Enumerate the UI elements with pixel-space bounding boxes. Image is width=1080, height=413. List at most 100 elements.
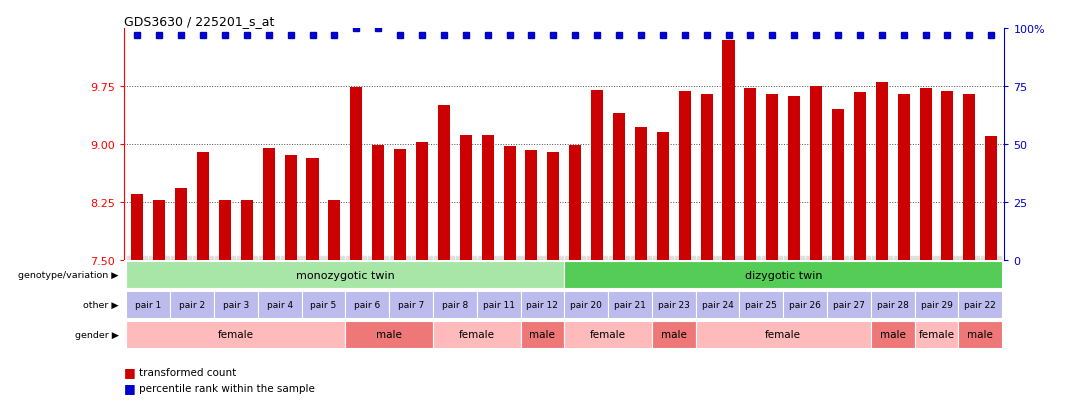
Bar: [767, 95, 779, 260]
Text: pair 21: pair 21: [615, 300, 646, 309]
Text: male: male: [661, 330, 687, 339]
Bar: [958, 291, 1002, 318]
Bar: [827, 291, 870, 318]
Bar: [476, 291, 521, 318]
Bar: [783, 291, 827, 318]
Bar: [985, 137, 997, 260]
Bar: [153, 201, 165, 260]
Text: female: female: [918, 330, 955, 339]
Bar: [915, 291, 958, 318]
Bar: [564, 321, 652, 348]
Bar: [350, 88, 362, 260]
Bar: [126, 321, 346, 348]
Text: monozygotic twin: monozygotic twin: [296, 270, 394, 280]
Bar: [307, 159, 319, 260]
Bar: [433, 291, 476, 318]
Text: pair 3: pair 3: [222, 300, 249, 309]
Bar: [346, 321, 433, 348]
Bar: [942, 92, 954, 260]
Text: pair 26: pair 26: [789, 300, 821, 309]
Bar: [482, 135, 494, 260]
Bar: [744, 89, 756, 260]
Bar: [635, 128, 647, 260]
Bar: [854, 93, 866, 260]
Bar: [175, 188, 187, 260]
Text: pair 7: pair 7: [397, 300, 424, 309]
Text: pair 24: pair 24: [702, 300, 733, 309]
Bar: [963, 95, 975, 260]
Bar: [652, 291, 696, 318]
Bar: [526, 151, 538, 260]
Text: female: female: [459, 330, 495, 339]
Bar: [219, 201, 231, 260]
Bar: [460, 135, 472, 260]
Text: female: female: [218, 330, 254, 339]
Bar: [915, 321, 958, 348]
Bar: [346, 291, 389, 318]
Bar: [285, 156, 297, 260]
Bar: [394, 150, 406, 260]
Bar: [241, 201, 253, 260]
Text: pair 4: pair 4: [267, 300, 293, 309]
Bar: [126, 261, 564, 289]
Text: pair 8: pair 8: [442, 300, 468, 309]
Text: male: male: [376, 330, 402, 339]
Bar: [788, 97, 800, 260]
Text: genotype/variation ▶: genotype/variation ▶: [18, 271, 119, 280]
Text: pair 28: pair 28: [877, 300, 908, 309]
Text: pair 2: pair 2: [179, 300, 205, 309]
Bar: [696, 291, 740, 318]
Text: transformed count: transformed count: [139, 367, 237, 377]
Bar: [389, 291, 433, 318]
Bar: [214, 291, 258, 318]
Text: female: female: [590, 330, 626, 339]
Bar: [171, 291, 214, 318]
Bar: [591, 90, 603, 260]
Text: pair 12: pair 12: [526, 300, 558, 309]
Bar: [810, 87, 822, 260]
Text: GDS3630 / 225201_s_at: GDS3630 / 225201_s_at: [124, 15, 274, 28]
Bar: [832, 110, 843, 260]
Bar: [437, 106, 450, 260]
Text: pair 20: pair 20: [570, 300, 603, 309]
Bar: [740, 291, 783, 318]
Text: pair 1: pair 1: [135, 300, 161, 309]
Bar: [564, 291, 608, 318]
Text: ■: ■: [124, 366, 136, 379]
Text: pair 29: pair 29: [920, 300, 953, 309]
Bar: [870, 291, 915, 318]
Text: pair 6: pair 6: [354, 300, 380, 309]
Bar: [262, 148, 274, 260]
Bar: [701, 95, 713, 260]
Bar: [521, 321, 564, 348]
Text: pair 25: pair 25: [745, 300, 778, 309]
Text: gender ▶: gender ▶: [75, 330, 119, 339]
Bar: [521, 291, 564, 318]
Text: ■: ■: [124, 381, 136, 394]
Text: other ▶: other ▶: [83, 300, 119, 309]
Text: female: female: [766, 330, 801, 339]
Text: pair 23: pair 23: [658, 300, 690, 309]
Bar: [416, 142, 428, 260]
Text: male: male: [880, 330, 906, 339]
Bar: [301, 291, 346, 318]
Bar: [696, 321, 870, 348]
Text: male: male: [529, 330, 555, 339]
Text: dizygotic twin: dizygotic twin: [744, 270, 822, 280]
Bar: [548, 152, 559, 260]
Bar: [723, 40, 734, 260]
Bar: [197, 152, 210, 260]
Bar: [569, 146, 581, 260]
Bar: [608, 291, 652, 318]
Bar: [373, 146, 384, 260]
Bar: [876, 83, 888, 260]
Bar: [126, 291, 171, 318]
Bar: [564, 261, 1002, 289]
Bar: [919, 89, 932, 260]
Bar: [132, 195, 144, 260]
Text: pair 27: pair 27: [833, 300, 865, 309]
Text: male: male: [968, 330, 994, 339]
Bar: [328, 200, 340, 260]
Text: pair 5: pair 5: [310, 300, 337, 309]
Bar: [870, 321, 915, 348]
